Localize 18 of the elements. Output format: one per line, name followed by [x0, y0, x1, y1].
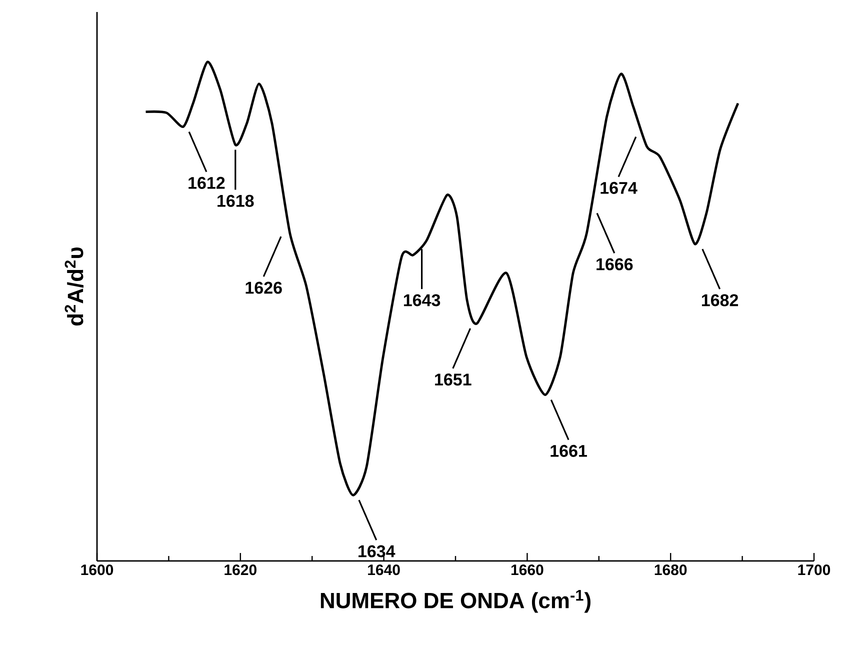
- x-tick-label: 1680: [654, 564, 687, 576]
- annotation: 1651: [435, 374, 472, 386]
- annotation: 1618: [218, 194, 254, 207]
- annotation: 1612: [188, 176, 225, 189]
- annotation: 1626: [246, 282, 282, 294]
- annotation: 1634: [358, 545, 396, 558]
- x-tick-label: 1600: [81, 564, 114, 576]
- x-tick-label: 1700: [798, 564, 830, 576]
- annotation: 1674: [600, 182, 638, 194]
- y-axis-title: d$^{2}$A/d$^{2}$υ: [64, 247, 84, 326]
- annotation: 1666: [596, 258, 633, 270]
- x-tick-label: 1640: [368, 564, 400, 576]
- x-tick-label: 1620: [224, 564, 256, 576]
- annotation: 1661: [550, 444, 587, 457]
- x-axis-title: NUMERO DE ONDA (cm$^{-1}$): [320, 590, 590, 613]
- annotation: 1643: [404, 294, 440, 306]
- annotation: 1682: [702, 294, 738, 306]
- x-tick-label: 1660: [511, 564, 544, 576]
